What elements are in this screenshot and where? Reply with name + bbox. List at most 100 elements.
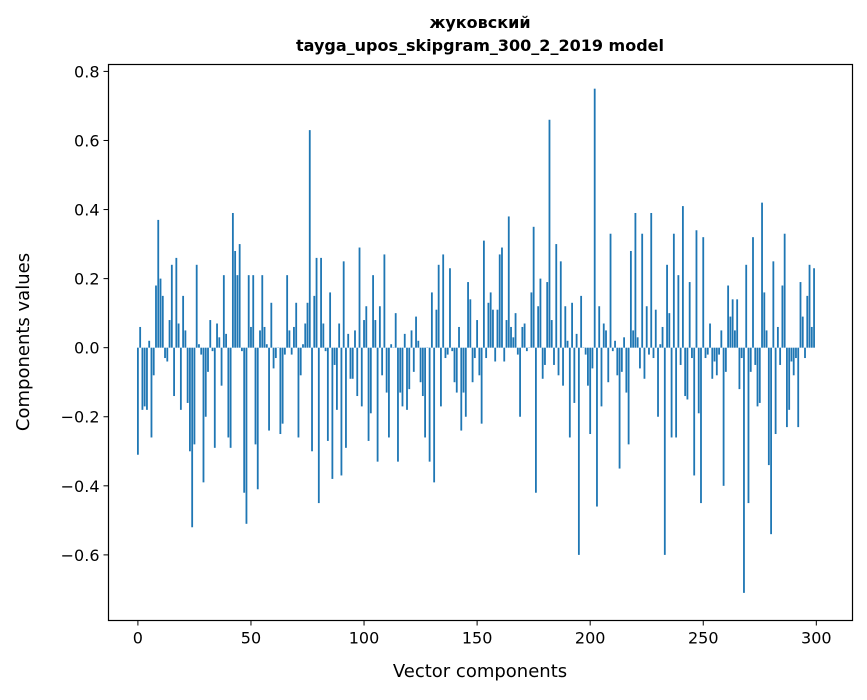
bar — [619, 348, 621, 469]
bar — [218, 337, 220, 347]
bar — [720, 330, 722, 347]
bar — [687, 348, 689, 400]
bar — [684, 348, 686, 396]
bar — [605, 330, 607, 347]
bar — [569, 348, 571, 438]
y-tick-label: 0.8 — [74, 62, 99, 81]
bar — [137, 348, 139, 455]
bar — [594, 89, 596, 348]
bar — [795, 348, 797, 358]
bar — [266, 344, 268, 347]
bar — [460, 348, 462, 431]
bar — [763, 292, 765, 347]
bar — [417, 341, 419, 348]
bar — [316, 258, 318, 348]
bar — [279, 348, 281, 434]
bar — [741, 348, 743, 358]
bar — [478, 348, 480, 376]
bar — [352, 348, 354, 379]
bar — [341, 348, 343, 476]
bar — [354, 330, 356, 347]
bar — [381, 348, 383, 376]
bar — [350, 348, 352, 379]
bar — [705, 348, 707, 358]
bar — [458, 327, 460, 348]
bar — [806, 296, 808, 348]
bar — [214, 348, 216, 448]
bar — [653, 348, 655, 358]
bar — [411, 330, 413, 347]
bar — [598, 306, 600, 347]
x-axis-label: Vector components — [393, 661, 567, 682]
bar — [521, 327, 523, 348]
bar — [166, 348, 168, 362]
bar — [716, 348, 718, 376]
bar — [664, 348, 666, 555]
bar — [578, 348, 580, 555]
bar — [506, 320, 508, 348]
bar — [157, 220, 159, 348]
bar — [151, 348, 153, 438]
bar — [255, 348, 257, 445]
bar — [775, 348, 777, 434]
bar — [729, 317, 731, 348]
bar — [791, 348, 793, 362]
bar — [420, 348, 422, 383]
bar — [261, 275, 263, 348]
bar — [739, 348, 741, 389]
bar — [311, 348, 313, 452]
y-tick-label: −0.2 — [61, 408, 100, 427]
bar — [585, 348, 587, 355]
bar — [424, 348, 426, 438]
bar — [325, 348, 327, 351]
bar — [374, 320, 376, 348]
bar — [512, 337, 514, 347]
bar — [675, 348, 677, 438]
bar — [691, 348, 693, 358]
bar — [682, 206, 684, 348]
bar — [680, 348, 682, 365]
bar — [813, 268, 815, 347]
bar — [659, 344, 661, 347]
bar — [241, 348, 243, 351]
bar — [503, 348, 505, 362]
bar — [406, 348, 408, 410]
bar — [334, 348, 336, 365]
bar — [772, 261, 774, 347]
bar — [788, 348, 790, 410]
bar — [139, 327, 141, 348]
bar — [786, 348, 788, 427]
bar — [413, 348, 415, 372]
x-tick-label: 200 — [575, 629, 606, 648]
bar — [671, 348, 673, 438]
bar — [761, 203, 763, 348]
bar — [497, 310, 499, 348]
bar — [540, 279, 542, 348]
y-tick-label: −0.4 — [61, 477, 100, 496]
bar — [422, 348, 424, 396]
bar — [562, 348, 564, 386]
bar — [207, 348, 209, 372]
bar — [320, 258, 322, 348]
bar — [666, 265, 668, 348]
bar — [397, 348, 399, 462]
bar — [673, 234, 675, 348]
bar — [236, 275, 238, 348]
bar — [490, 292, 492, 347]
bar — [804, 348, 806, 358]
bar — [178, 324, 180, 348]
bar — [164, 348, 166, 358]
bar — [488, 303, 490, 348]
bar — [698, 348, 700, 414]
x-tick-label: 100 — [349, 629, 380, 648]
bar — [748, 348, 750, 503]
bar — [702, 237, 704, 348]
bar — [766, 330, 768, 347]
bar — [637, 337, 639, 347]
bar — [248, 275, 250, 348]
bar — [770, 348, 772, 534]
bar — [621, 348, 623, 372]
bar — [429, 348, 431, 462]
